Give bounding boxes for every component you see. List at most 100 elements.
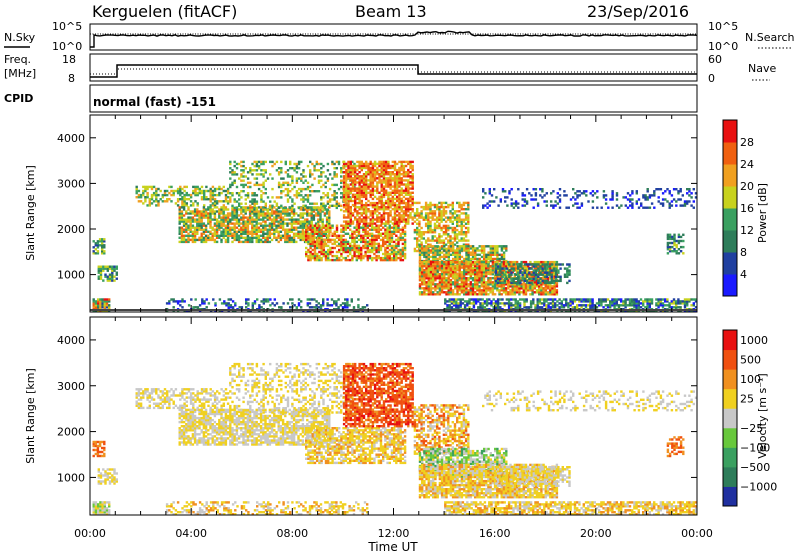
power-data-cell	[227, 304, 230, 307]
power-data-cell	[94, 304, 98, 307]
power-data-cell	[401, 254, 405, 258]
power-data-cell	[347, 201, 350, 205]
power-data-cell	[445, 287, 448, 290]
power-data-cell	[395, 250, 398, 254]
power-data-cell	[307, 236, 310, 239]
power-data-cell	[380, 160, 383, 164]
power-data-cell	[582, 304, 585, 307]
power-data-cell	[255, 162, 259, 166]
power-data-cell	[371, 226, 374, 229]
power-data-cell	[215, 218, 219, 221]
power-data-cell	[286, 228, 289, 231]
power-data-cell	[387, 171, 390, 174]
power-data-cell	[101, 248, 104, 251]
power-data-cell	[376, 183, 379, 186]
power-data-cell	[331, 224, 334, 227]
power-data-cell	[434, 267, 437, 270]
power-data-cell	[368, 242, 372, 246]
power-data-cell	[191, 232, 195, 235]
power-data-cell	[403, 226, 407, 229]
power-data-cell	[192, 202, 195, 205]
power-data-cell	[229, 171, 232, 174]
power-data-cell	[458, 293, 461, 296]
power-data-cell	[413, 214, 417, 217]
power-data-cell	[342, 220, 346, 223]
power-data-cell	[393, 166, 397, 170]
power-data-cell	[362, 164, 366, 168]
power-data-cell	[423, 281, 426, 284]
power-data-cell	[183, 202, 186, 205]
power-data-cell	[458, 277, 461, 280]
power-data-cell	[429, 208, 432, 211]
power-data-cell	[360, 208, 363, 211]
power-data-cell	[255, 228, 258, 231]
power-data-cell	[438, 283, 442, 286]
power-data-cell	[501, 310, 504, 313]
power-data-cell	[451, 265, 455, 268]
power-data-cell	[615, 298, 618, 301]
power-data-cell	[213, 193, 217, 197]
power-data-cell	[157, 193, 160, 197]
power-data-cell	[443, 265, 446, 268]
power-data-cell	[380, 183, 383, 186]
power-data-cell	[322, 224, 325, 227]
power-data-cell	[631, 302, 634, 305]
power-data-cell	[262, 232, 265, 235]
power-data-cell	[376, 181, 379, 184]
power-data-cell	[317, 208, 321, 212]
power-data-cell	[301, 234, 305, 237]
power-data-cell	[148, 185, 151, 189]
power-data-cell	[192, 204, 195, 207]
power-data-cell	[347, 212, 350, 215]
power-data-cell	[92, 250, 95, 253]
power-data-cell	[279, 218, 283, 221]
power-data-cell	[284, 162, 287, 166]
power-data-cell	[351, 258, 354, 262]
power-data-cell	[299, 222, 302, 225]
power-data-cell	[399, 234, 402, 237]
power-data-cell	[681, 300, 684, 303]
power-data-cell	[407, 189, 410, 192]
power-data-cell	[356, 189, 359, 192]
power-data-cell	[400, 206, 403, 209]
power-data-cell	[260, 196, 263, 199]
power-data-cell	[168, 302, 171, 305]
power-data-cell	[284, 222, 287, 225]
power-data-cell	[375, 238, 378, 242]
power-data-cell	[447, 241, 450, 244]
power-data-cell	[284, 234, 287, 237]
power-data-cell	[447, 291, 450, 294]
power-data-cell	[423, 269, 426, 272]
power-data-cell	[391, 171, 394, 174]
power-data-cell	[235, 173, 239, 176]
power-data-cell	[481, 306, 484, 309]
power-data-cell	[144, 196, 147, 199]
power-data-cell	[180, 210, 184, 213]
power-data-cell	[545, 300, 548, 303]
power-data-cell	[431, 218, 434, 221]
power-data-cell	[198, 212, 201, 215]
power-data-cell	[193, 220, 197, 223]
power-data-cell	[281, 216, 285, 219]
power-data-cell	[357, 298, 360, 301]
power-data-cell	[451, 214, 454, 217]
power-data-cell	[142, 193, 145, 197]
power-data-cell	[189, 222, 192, 225]
power-data-cell	[211, 198, 215, 201]
power-data-cell	[624, 298, 627, 301]
power-data-cell	[342, 244, 345, 248]
power-data-cell	[576, 304, 579, 307]
power-data-cell	[268, 234, 272, 237]
power-data-cell	[469, 245, 473, 248]
power-data-cell	[401, 252, 405, 256]
power-data-cell	[280, 196, 283, 199]
power-data-cell	[273, 230, 276, 233]
power-data-cell	[297, 230, 300, 233]
power-data-cell	[295, 226, 298, 229]
power-data-cell	[270, 208, 274, 211]
power-data-cell	[356, 212, 359, 215]
power-data-cell	[97, 302, 100, 305]
power-data-cell	[591, 298, 594, 301]
power-data-cell	[371, 197, 375, 201]
power-data-cell	[282, 181, 285, 184]
